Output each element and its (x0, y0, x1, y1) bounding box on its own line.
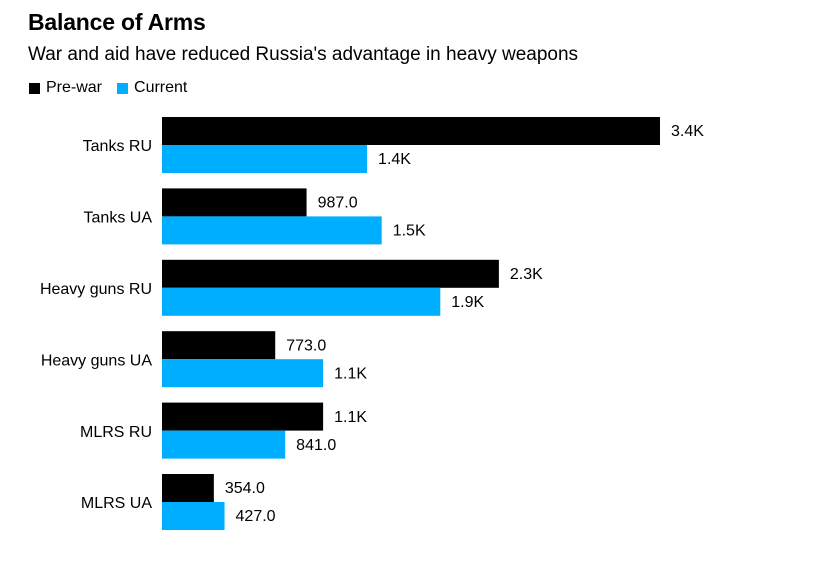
category-label-heavy-guns-ua: Heavy guns UA (41, 352, 152, 369)
value-label-heavy-guns-ru-current: 1.9K (451, 294, 484, 311)
bar-tanks-ua-pre-war (162, 188, 307, 217)
bar-tanks-ua-current (162, 216, 382, 245)
value-label-mlrs-ua-current: 427.0 (236, 508, 276, 525)
value-label-heavy-guns-ua-pre-war: 773.0 (286, 337, 326, 354)
value-label-heavy-guns-ru-pre-war: 2.3K (510, 266, 543, 283)
value-label-mlrs-ru-pre-war: 1.1K (334, 409, 367, 426)
value-label-heavy-guns-ua-current: 1.1K (334, 365, 367, 382)
legend-item-pre-war: Pre-war (29, 79, 102, 97)
bar-heavy-guns-ru-current (162, 287, 441, 316)
value-label-tanks-ua-current: 1.5K (393, 223, 426, 240)
category-label-heavy-guns-ru: Heavy guns RU (40, 281, 152, 298)
legend: Pre-war Current (29, 79, 202, 97)
category-label-mlrs-ua: MLRS UA (81, 495, 152, 512)
legend-item-current: Current (117, 79, 187, 97)
value-label-mlrs-ru-current: 841.0 (296, 437, 336, 454)
value-label-mlrs-ua-pre-war: 354.0 (225, 480, 265, 497)
bar-mlrs-ua-current (162, 502, 225, 530)
bar-heavy-guns-ua-current (162, 359, 324, 388)
chart-title: Balance of Arms (28, 9, 206, 35)
value-label-tanks-ru-pre-war: 3.4K (671, 123, 704, 140)
value-label-tanks-ua-pre-war: 987.0 (318, 195, 358, 212)
legend-label-current: Current (134, 79, 188, 96)
bar-heavy-guns-ua-pre-war (162, 331, 276, 360)
legend-swatch-current (117, 82, 129, 94)
bar-mlrs-ru-pre-war (162, 402, 324, 431)
category-label-mlrs-ru: MLRS RU (80, 424, 152, 441)
bar-tanks-ru-pre-war (162, 117, 660, 145)
legend-swatch-pre-war (29, 82, 40, 94)
category-label-tanks-ru: Tanks RU (83, 138, 152, 155)
bar-mlrs-ua-pre-war (162, 474, 214, 502)
legend-label-pre-war: Pre-war (46, 79, 103, 96)
category-label-tanks-ua: Tanks UA (84, 210, 153, 227)
bar-tanks-ru-current (162, 145, 368, 173)
chart-subtitle: War and aid have reduced Russia's advant… (28, 44, 579, 65)
value-label-tanks-ru-current: 1.4K (378, 151, 411, 168)
bar-mlrs-ru-current (162, 430, 286, 459)
bar-heavy-guns-ru-pre-war (162, 259, 499, 288)
